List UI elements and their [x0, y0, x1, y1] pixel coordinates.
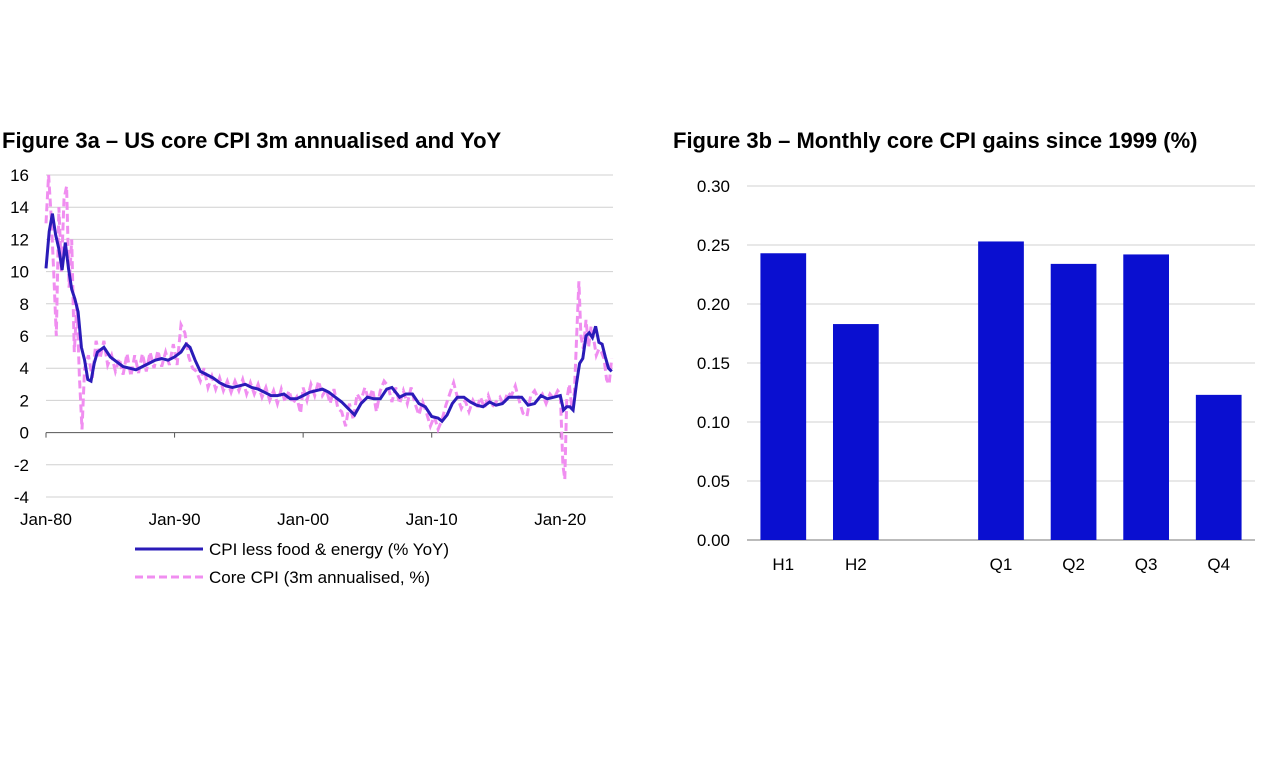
y-tick-label: 14 — [10, 198, 29, 217]
figure-3a-title: Figure 3a – US core CPI 3m annualised an… — [2, 128, 502, 153]
y-tick-label: 0.10 — [697, 413, 730, 432]
x-tick-label: H2 — [845, 555, 867, 574]
legend-label-annualised: Core CPI (3m annualised, %) — [209, 568, 430, 587]
cpi-yoy-line — [44, 213, 613, 424]
y-tick-label: -4 — [14, 488, 29, 507]
y-tick-label: 12 — [10, 230, 29, 249]
y-tick-label: 6 — [20, 327, 29, 346]
x-tick-label: Jan-20 — [534, 510, 586, 529]
x-tick-label: Jan-00 — [277, 510, 329, 529]
y-tick-label: 2 — [20, 391, 29, 410]
y-tick-label: 10 — [10, 263, 29, 282]
chart-3a-x-ticks: Jan-80 Jan-90 Jan-00 Jan-10 Jan-20 — [20, 432, 586, 529]
chart-3b-x-ticks: H1 H2 Q1 Q2 Q3 Q4 — [772, 555, 1230, 574]
y-tick-label: 0.15 — [697, 354, 730, 373]
y-tick-label: 16 — [10, 166, 29, 185]
y-tick-label: 4 — [20, 359, 29, 378]
bar-q1 — [978, 241, 1024, 540]
x-tick-label: Jan-10 — [406, 510, 458, 529]
chart-3b-y-ticks: 0.30 0.25 0.20 0.15 0.10 0.05 0.00 — [697, 177, 730, 550]
y-tick-label: 0.25 — [697, 236, 730, 255]
figure-3b-title: Figure 3b – Monthly core CPI gains since… — [673, 128, 1198, 153]
chart-3b-bars — [760, 241, 1242, 540]
chart-3b: 0.30 0.25 0.20 0.15 0.10 0.05 0.00 H1 H2 Q1 Q2 Q3 Q… — [697, 177, 1255, 574]
y-tick-label: 0.30 — [697, 177, 730, 196]
y-tick-label: 0.00 — [697, 531, 730, 550]
y-tick-label: 0 — [20, 424, 29, 443]
chart-3a-y-ticks: 16 14 12 10 8 6 4 2 0 -2 -4 — [10, 166, 29, 507]
core-cpi-3m-annualised-line — [44, 174, 614, 480]
y-tick-label: 0.20 — [697, 295, 730, 314]
y-tick-label: -2 — [14, 456, 29, 475]
bar-h1 — [760, 253, 807, 540]
x-tick-label: Q1 — [990, 555, 1013, 574]
x-tick-label: Q3 — [1135, 555, 1158, 574]
bar-h2 — [832, 324, 879, 540]
bar-q3 — [1123, 254, 1170, 540]
chart-3a-gridlines — [46, 174, 613, 498]
bar-q4 — [1195, 394, 1242, 540]
x-tick-label: Jan-80 — [20, 510, 72, 529]
y-tick-label: 8 — [20, 295, 29, 314]
y-tick-label: 0.05 — [697, 472, 730, 491]
x-tick-label: Q2 — [1062, 555, 1085, 574]
chart-3a-legend: CPI less food & energy (% YoY) Core CPI (… — [135, 540, 449, 587]
x-tick-label: H1 — [772, 555, 794, 574]
x-tick-label: Q4 — [1207, 555, 1230, 574]
bar-q2 — [1050, 263, 1097, 540]
legend-label-yoy: CPI less food & energy (% YoY) — [209, 540, 449, 559]
x-tick-label: Jan-90 — [149, 510, 201, 529]
